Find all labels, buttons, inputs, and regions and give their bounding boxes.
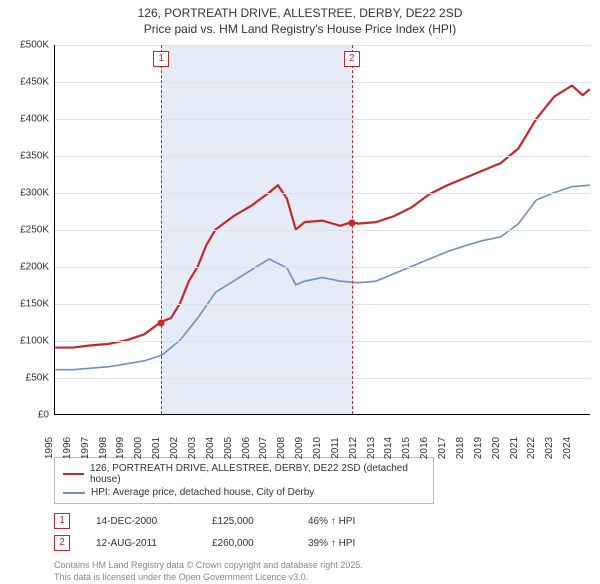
transaction-marker: 2 <box>54 535 70 551</box>
y-tick-label: £350K <box>20 151 49 162</box>
transaction-price: £260,000 <box>212 538 282 549</box>
x-tick-label: 1996 <box>62 437 73 459</box>
x-tick-label: 2011 <box>330 437 341 459</box>
y-axis-labels: £0£50K£100K£150K£200K£250K£300K£350K£400… <box>11 45 53 414</box>
x-tick-label: 2019 <box>473 437 484 459</box>
marker-line <box>352 45 353 414</box>
legend-item-property: 126, PORTREATH DRIVE, ALLESTREE, DERBY, … <box>63 462 425 486</box>
x-tick-label: 2001 <box>151 437 162 459</box>
x-tick-label: 2010 <box>312 437 323 459</box>
x-tick-label: 2020 <box>491 437 502 459</box>
x-tick-label: 1999 <box>115 437 126 459</box>
x-tick-label: 2012 <box>348 437 359 459</box>
x-tick-label: 1995 <box>44 437 55 459</box>
title-line1: 126, PORTREATH DRIVE, ALLESTREE, DERBY, … <box>10 6 590 22</box>
x-tick-label: 2008 <box>276 437 287 459</box>
legend-swatch-property <box>63 473 84 476</box>
x-tick-label: 2018 <box>455 437 466 459</box>
marker-line <box>161 45 162 414</box>
title-line2: Price paid vs. HM Land Registry's House … <box>10 22 590 38</box>
footer: Contains HM Land Registry data © Crown c… <box>54 560 590 583</box>
footer-line2: This data is licensed under the Open Gov… <box>54 572 590 584</box>
title-block: 126, PORTREATH DRIVE, ALLESTREE, DERBY, … <box>10 6 590 37</box>
x-tick-label: 2006 <box>241 437 252 459</box>
y-tick-label: £150K <box>20 299 49 310</box>
x-tick-label: 2007 <box>258 437 269 459</box>
y-tick-label: £250K <box>20 225 49 236</box>
y-tick-label: £500K <box>20 40 49 51</box>
x-tick-label: 2015 <box>401 437 412 459</box>
x-tick-label: 2003 <box>187 437 198 459</box>
x-tick-label: 2004 <box>205 437 216 459</box>
x-axis-labels: 1995 1996 1997 1998 1999 2000 2001 2002 2003 2004… <box>44 420 580 460</box>
footer-line1: Contains HM Land Registry data © Crown c… <box>54 560 590 572</box>
transaction-pct: 46% ↑ HPI <box>308 516 388 527</box>
legend-label-hpi: HPI: Average price, detached house, City… <box>91 487 314 498</box>
transaction-date: 14-DEC-2000 <box>96 516 186 527</box>
transaction-rows: 1 14-DEC-2000 £125,000 46% ↑ HPI 2 12-AU… <box>54 510 554 554</box>
x-tick-label: 2014 <box>383 437 394 459</box>
legend-label-property: 126, PORTREATH DRIVE, ALLESTREE, DERBY, … <box>90 463 425 485</box>
x-tick-label: 2017 <box>437 437 448 459</box>
y-tick-label: £400K <box>20 114 49 125</box>
x-tick-label: 2002 <box>169 437 180 459</box>
marker-number-box: 2 <box>344 51 360 67</box>
x-tick-label: 2024 <box>562 437 573 459</box>
chart-container: 126, PORTREATH DRIVE, ALLESTREE, DERBY, … <box>0 0 600 560</box>
x-tick-label: 1997 <box>80 437 91 459</box>
transaction-pct: 39% ↑ HPI <box>308 538 388 549</box>
transaction-marker: 1 <box>54 513 70 529</box>
x-tick-label: 2022 <box>526 437 537 459</box>
x-tick-label: 2000 <box>133 437 144 459</box>
y-tick-label: £200K <box>20 262 49 273</box>
x-tick-label: 2021 <box>509 437 520 459</box>
x-tick-label: 1998 <box>98 437 109 459</box>
transaction-row: 1 14-DEC-2000 £125,000 46% ↑ HPI <box>54 510 554 532</box>
x-tick-label: 2013 <box>366 437 377 459</box>
y-tick-label: £50K <box>26 373 49 384</box>
y-tick-label: £100K <box>20 336 49 347</box>
x-tick-label: 2016 <box>419 437 430 459</box>
y-tick-label: £450K <box>20 77 49 88</box>
y-tick-label: £300K <box>20 188 49 199</box>
plot-area: £0£50K£100K£150K£200K£250K£300K£350K£400… <box>54 45 590 415</box>
transaction-price: £125,000 <box>212 516 282 527</box>
series-line-property <box>55 86 590 348</box>
marker-number-box: 1 <box>153 51 169 67</box>
x-tick-label: 2005 <box>223 437 234 459</box>
x-tick-label: 2009 <box>294 437 305 459</box>
marker-dot <box>158 319 165 326</box>
legend-item-hpi: HPI: Average price, detached house, City… <box>63 486 425 499</box>
series-line-hpi <box>55 185 590 370</box>
legend-swatch-hpi <box>63 492 85 494</box>
legend: 126, PORTREATH DRIVE, ALLESTREE, DERBY, … <box>54 457 434 504</box>
x-tick-label: 2023 <box>544 437 555 459</box>
transaction-date: 12-AUG-2011 <box>96 538 186 549</box>
marker-dot <box>348 219 355 226</box>
transaction-row: 2 12-AUG-2011 £260,000 39% ↑ HPI <box>54 532 554 554</box>
